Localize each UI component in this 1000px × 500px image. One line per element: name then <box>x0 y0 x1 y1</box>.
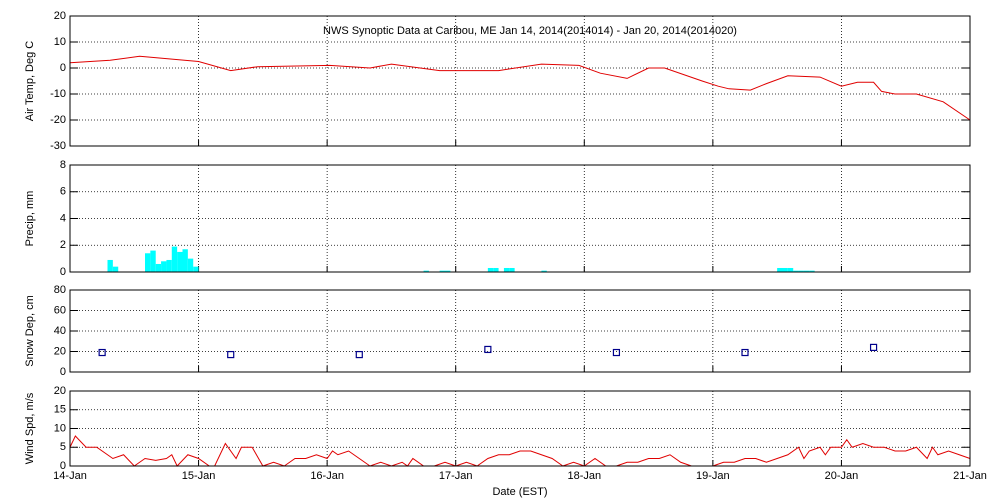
x-tick-label: 21-Jan <box>953 470 987 482</box>
y-tick-label: 2 <box>60 239 66 251</box>
y-axis-label: Air Temp, Deg C <box>24 41 36 122</box>
bar <box>187 258 194 272</box>
bar <box>541 270 547 272</box>
point <box>355 350 363 359</box>
plot-frame <box>69 15 971 147</box>
y-tick-label: 10 <box>54 422 66 434</box>
chart-title: NWS Synoptic Data at Caribou, ME Jan 14,… <box>323 25 737 37</box>
bar <box>803 270 810 272</box>
x-tick-label: 14-Jan <box>53 470 87 482</box>
bar <box>423 270 429 272</box>
bar <box>787 267 794 272</box>
y-tick-label: 15 <box>54 404 66 416</box>
bar <box>503 267 510 272</box>
y-tick-label: 20 <box>54 10 66 22</box>
data-line <box>69 55 971 121</box>
y-tick-label: 0 <box>60 460 66 472</box>
y-tick-label: 8 <box>60 159 66 171</box>
point <box>227 350 235 359</box>
y-tick-label: 5 <box>60 441 66 453</box>
y-tick-label: 20 <box>54 345 66 357</box>
x-tick-label: 15-Jan <box>182 470 216 482</box>
y-tick-label: 60 <box>54 304 66 316</box>
x-tick-label: 17-Jan <box>439 470 473 482</box>
bar <box>171 246 178 272</box>
y-tick-label: 6 <box>60 186 66 198</box>
bar <box>782 267 788 272</box>
point <box>98 348 106 357</box>
y-tick-label: 40 <box>54 325 66 337</box>
bar <box>145 253 151 272</box>
point <box>612 348 621 357</box>
bar <box>161 261 167 272</box>
y-tick-label: 20 <box>54 385 66 397</box>
bar <box>809 270 815 272</box>
x-axis-label: Date (EST) <box>492 486 547 498</box>
bar <box>182 249 188 272</box>
plot-frame <box>69 164 971 273</box>
point <box>741 348 749 357</box>
x-tick-label: 19-Jan <box>696 470 730 482</box>
x-tick-label: 18-Jan <box>567 470 601 482</box>
x-tick-label: 16-Jan <box>310 470 344 482</box>
point <box>484 345 492 354</box>
bar <box>493 267 499 272</box>
plot-frame <box>69 289 971 373</box>
y-axis-label: Snow Dep, cm <box>24 295 36 367</box>
y-tick-label: -30 <box>50 140 66 152</box>
bar <box>150 250 156 272</box>
bar <box>793 270 799 272</box>
y-tick-label: 4 <box>60 212 66 224</box>
bar <box>487 267 494 272</box>
y-axis-label: Precip, mm <box>24 191 36 247</box>
y-tick-label: 0 <box>60 366 66 378</box>
bar <box>112 266 119 272</box>
y-tick-label: 10 <box>54 36 66 48</box>
y-tick-label: 80 <box>54 284 66 296</box>
bar <box>177 251 183 272</box>
y-tick-label: -10 <box>50 88 66 100</box>
x-tick-label: 20-Jan <box>825 470 859 482</box>
bar <box>107 259 113 272</box>
plot-frame <box>69 390 971 467</box>
bar <box>439 270 445 272</box>
data-line <box>69 435 971 467</box>
y-tick-label: 0 <box>60 62 66 74</box>
y-axis-label: Wind Spd, m/s <box>24 392 36 464</box>
bar <box>798 270 804 272</box>
bar <box>155 263 162 272</box>
bar <box>509 267 515 272</box>
point <box>869 343 878 351</box>
bar <box>445 270 451 272</box>
y-tick-label: 0 <box>60 266 66 278</box>
bar <box>193 266 199 272</box>
y-tick-label: -20 <box>50 114 66 126</box>
bar <box>777 267 783 272</box>
bar <box>166 259 172 272</box>
